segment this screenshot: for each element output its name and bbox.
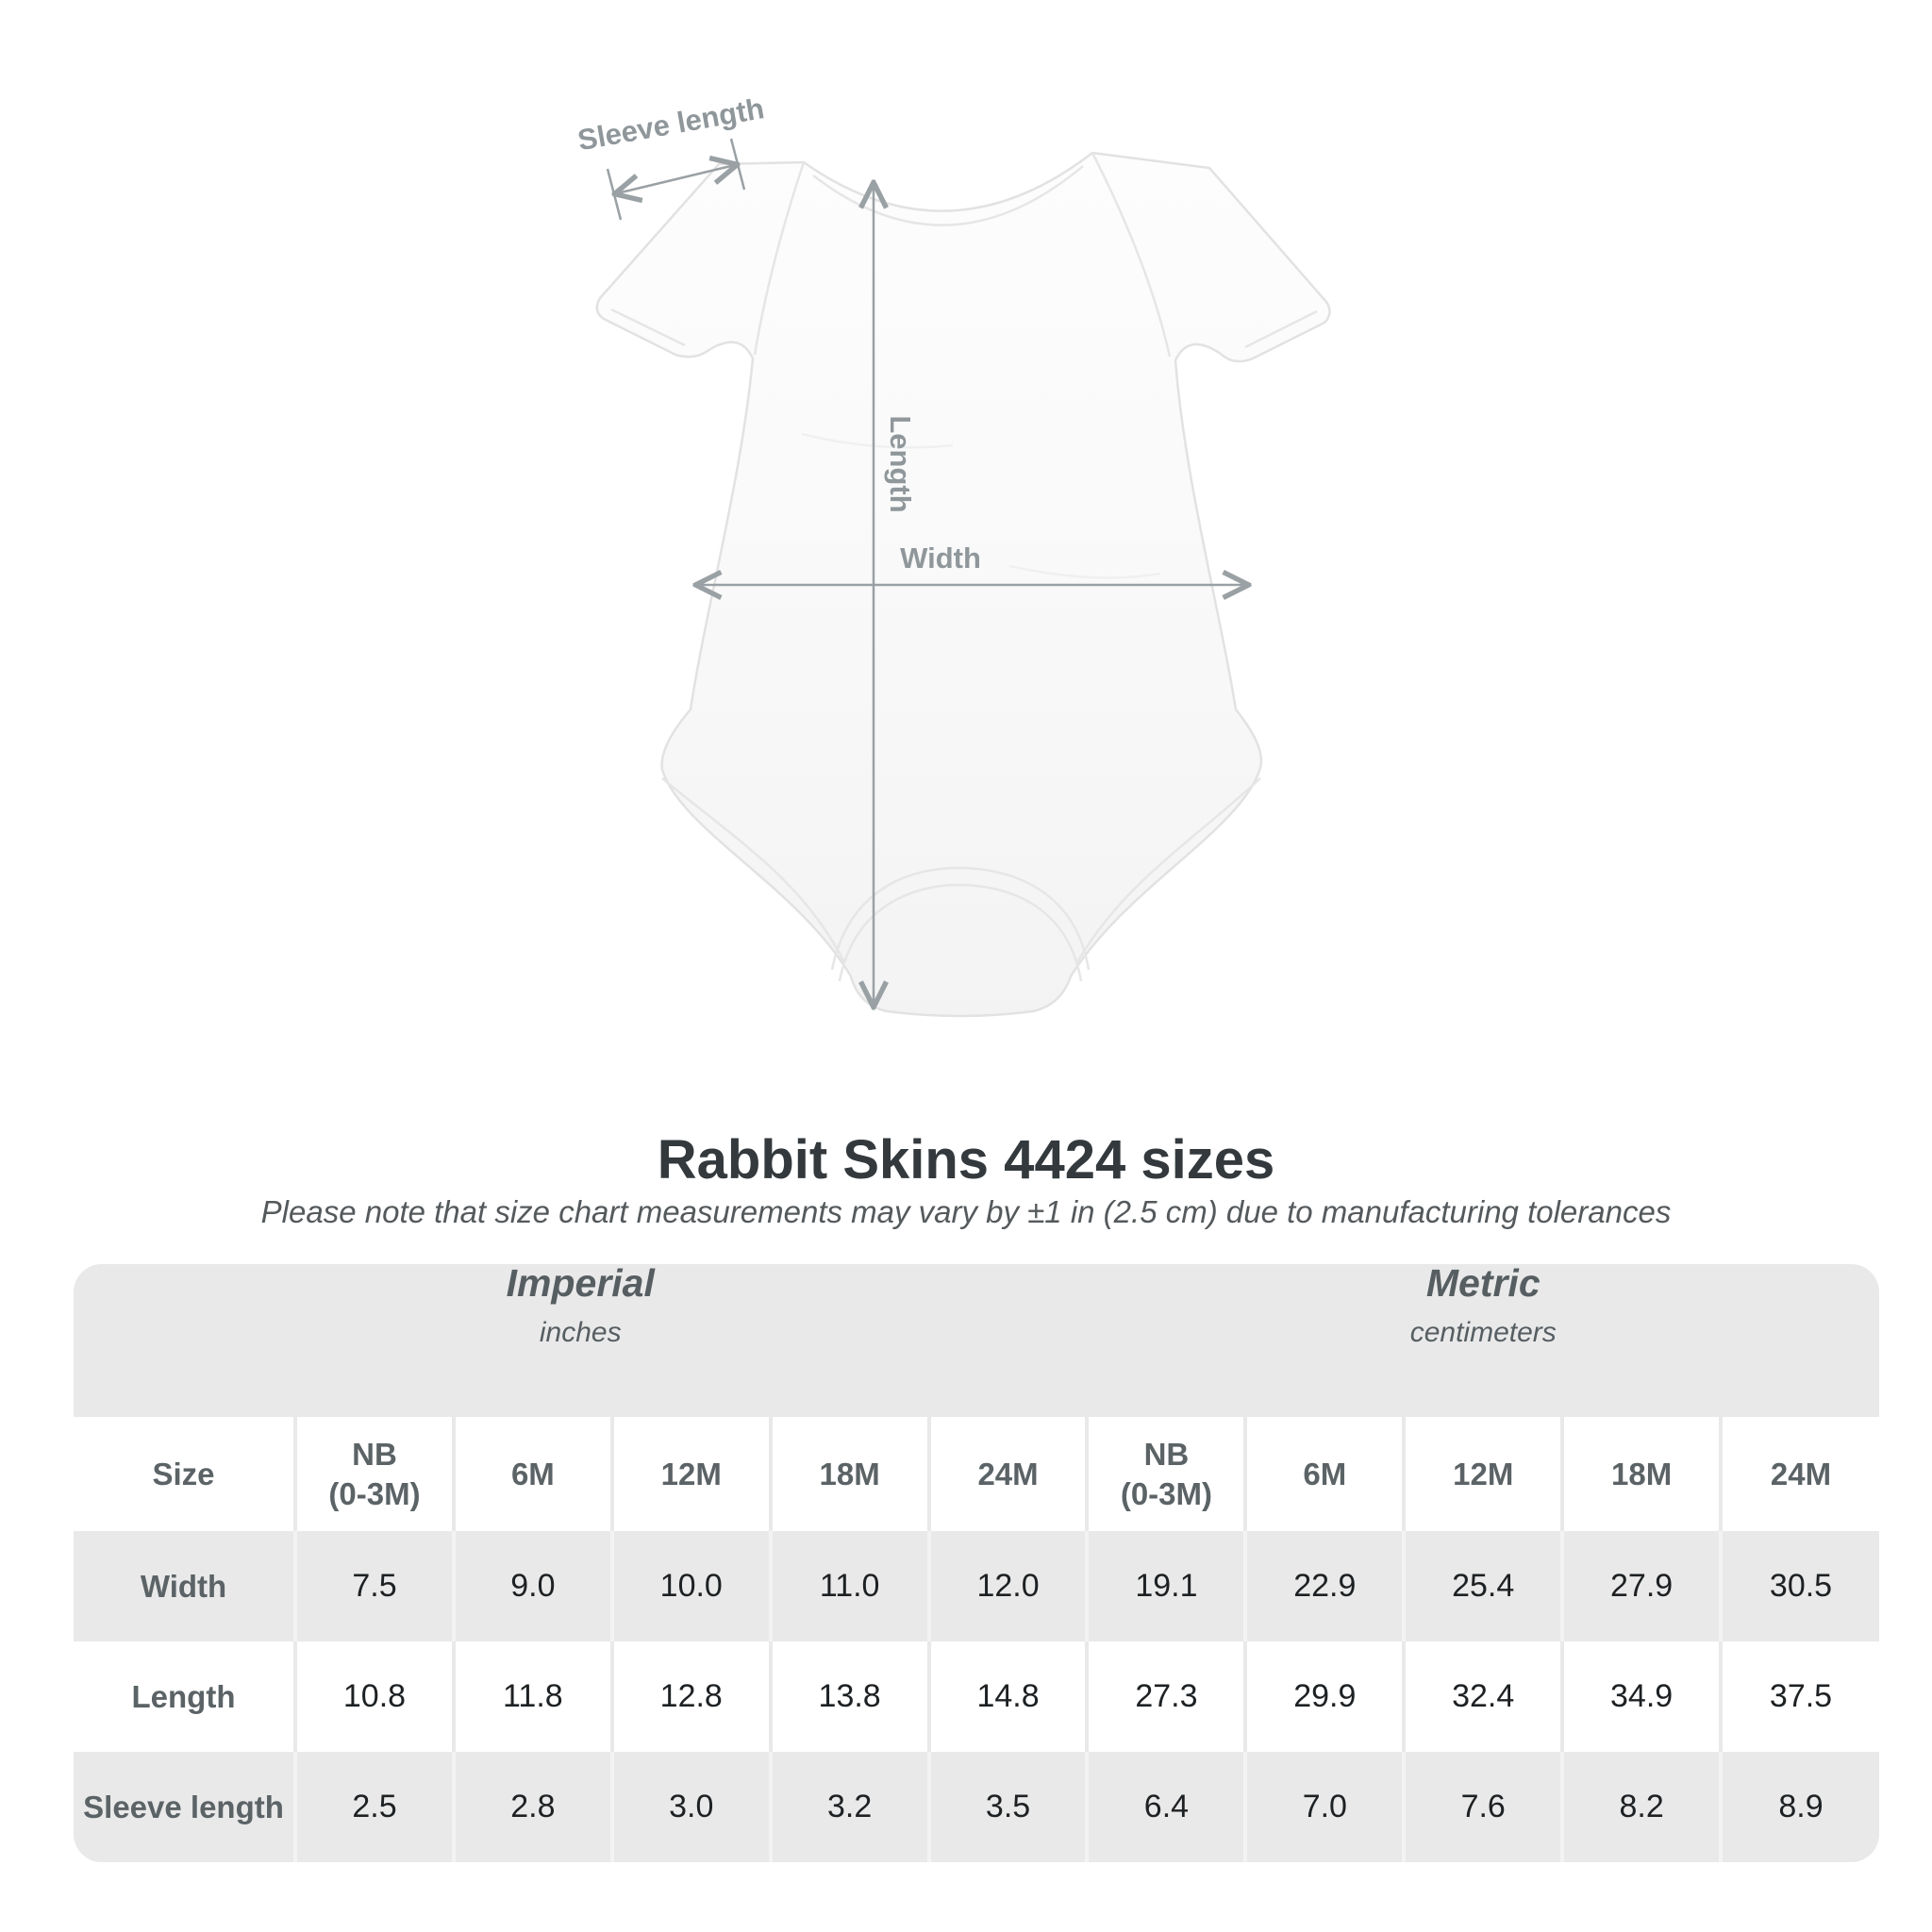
- table-cell: 10.0: [609, 1531, 771, 1641]
- table-cell: 12.0: [926, 1531, 1088, 1641]
- table-cell: 12.8: [609, 1641, 771, 1752]
- col-header-24m-imperial: 24M: [926, 1417, 1088, 1531]
- table-cell: 6.4: [1085, 1752, 1246, 1862]
- col-header-nb-metric: NB (0-3M): [1085, 1417, 1246, 1531]
- col-header-6m-metric: 6M: [1243, 1417, 1405, 1531]
- table-cell: 37.5: [1719, 1641, 1879, 1752]
- table-cell: 34.9: [1560, 1641, 1722, 1752]
- table-cell: 19.1: [1085, 1531, 1246, 1641]
- table-cell: 8.9: [1719, 1752, 1879, 1862]
- page-title: Rabbit Skins 4424 sizes: [657, 1129, 1275, 1191]
- row-label-length: Length: [74, 1641, 296, 1752]
- metric-label: Metric: [1425, 1264, 1541, 1305]
- measurement-annotations: [606, 138, 1246, 1005]
- sleeve-tick-left: [606, 168, 623, 221]
- sleeve-tick-right: [729, 138, 746, 191]
- table-cell: 27.3: [1085, 1641, 1246, 1752]
- table-cell: 27.9: [1560, 1531, 1722, 1641]
- unit-group-imperial: Imperial inches: [74, 1264, 1088, 1417]
- table-cell: 10.8: [293, 1641, 454, 1752]
- bodysuit-measurement-diagram: Sleeve length Length Width: [519, 75, 1415, 1094]
- table-cell: 2.8: [451, 1752, 612, 1862]
- sleeve-length-label: Sleeve length: [575, 92, 767, 157]
- table-cell: 22.9: [1243, 1531, 1405, 1641]
- table-cell: 3.2: [768, 1752, 929, 1862]
- col-header-18m-metric: 18M: [1560, 1417, 1722, 1531]
- col-header-nb-imperial: NB (0-3M): [293, 1417, 454, 1531]
- metric-unit-label: centimeters: [1409, 1317, 1557, 1348]
- table-cell: 29.9: [1243, 1641, 1405, 1752]
- table-cell: 7.6: [1402, 1752, 1563, 1862]
- col-header-12m-metric: 12M: [1402, 1417, 1563, 1531]
- unit-group-metric: Metric centimeters: [1087, 1264, 1879, 1417]
- sleeve-length-arrow: [617, 165, 735, 193]
- imperial-label: Imperial: [506, 1264, 655, 1305]
- onesie-illustration: Sleeve length Length Width: [575, 92, 1331, 1018]
- table-cell: 30.5: [1719, 1531, 1879, 1641]
- length-label: Length: [884, 415, 917, 512]
- table-cell: 11.8: [451, 1641, 612, 1752]
- size-table: Imperial inches Metric centimeters Size …: [74, 1264, 1879, 1862]
- table-cell: 25.4: [1402, 1531, 1563, 1641]
- column-header-row: Size NB (0-3M) 6M 12M 18M 24M NB (0-3M) …: [74, 1417, 1879, 1531]
- table-cell: 13.8: [768, 1641, 929, 1752]
- table-cell: 7.5: [293, 1531, 454, 1641]
- table-row-length: Length 10.8 11.8 12.8 13.8 14.8 27.3 29.…: [74, 1641, 1879, 1752]
- table-cell: 3.0: [609, 1752, 771, 1862]
- imperial-unit-label: inches: [539, 1317, 622, 1348]
- table-cell: 8.2: [1560, 1752, 1722, 1862]
- col-header-12m-imperial: 12M: [609, 1417, 771, 1531]
- unit-group-row: Imperial inches Metric centimeters: [74, 1264, 1879, 1417]
- table-row-sleeve-length: Sleeve length 2.5 2.8 3.0 3.2 3.5 6.4 7.…: [74, 1752, 1879, 1862]
- col-header-24m-metric: 24M: [1719, 1417, 1879, 1531]
- table-cell: 3.5: [926, 1752, 1088, 1862]
- row-label-sleeve-length: Sleeve length: [74, 1752, 296, 1862]
- table-cell: 9.0: [451, 1531, 612, 1641]
- table-cell: 2.5: [293, 1752, 454, 1862]
- col-header-6m-imperial: 6M: [451, 1417, 612, 1531]
- table-cell: 11.0: [768, 1531, 929, 1641]
- table-row-width: Width 7.5 9.0 10.0 11.0 12.0 19.1 22.9 2…: [74, 1531, 1879, 1641]
- table-cell: 32.4: [1402, 1641, 1563, 1752]
- row-label-width: Width: [74, 1531, 296, 1641]
- tolerance-note: Please note that size chart measurements…: [260, 1194, 1672, 1229]
- col-header-18m-imperial: 18M: [768, 1417, 929, 1531]
- table-cell: 7.0: [1243, 1752, 1405, 1862]
- size-table-container: Imperial inches Metric centimeters Size …: [74, 1264, 1879, 1862]
- table-cell: 14.8: [926, 1641, 1088, 1752]
- width-label: Width: [900, 541, 981, 575]
- size-header: Size: [74, 1417, 296, 1531]
